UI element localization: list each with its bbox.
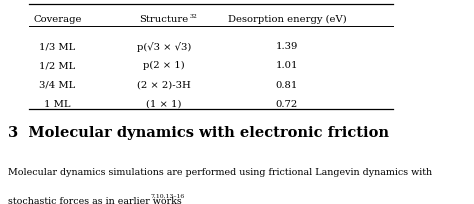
Text: (2 × 2)-3H: (2 × 2)-3H bbox=[137, 81, 191, 90]
Text: 1 ML: 1 ML bbox=[44, 100, 71, 109]
Text: Desorption energy (eV): Desorption energy (eV) bbox=[228, 15, 346, 24]
Text: 1/2 ML: 1/2 ML bbox=[39, 61, 75, 70]
Text: p(√3 × √3): p(√3 × √3) bbox=[137, 42, 191, 52]
Text: 32: 32 bbox=[190, 14, 198, 19]
Text: (1 × 1): (1 × 1) bbox=[146, 100, 182, 109]
Text: 3  Molecular dynamics with electronic friction: 3 Molecular dynamics with electronic fri… bbox=[8, 126, 389, 140]
Text: stochastic forces as in earlier works: stochastic forces as in earlier works bbox=[8, 197, 182, 204]
Text: Structure: Structure bbox=[139, 15, 189, 24]
Text: 3/4 ML: 3/4 ML bbox=[39, 81, 75, 90]
Text: p(2 × 1): p(2 × 1) bbox=[143, 61, 185, 70]
Text: 0.81: 0.81 bbox=[276, 81, 298, 90]
Text: 7,10,13–16: 7,10,13–16 bbox=[151, 194, 185, 199]
Text: 1.39: 1.39 bbox=[276, 42, 298, 51]
Text: Molecular dynamics simulations are performed using frictional Langevin dynamics : Molecular dynamics simulations are perfo… bbox=[8, 168, 432, 177]
Text: 0.72: 0.72 bbox=[276, 100, 298, 109]
Text: 1/3 ML: 1/3 ML bbox=[39, 42, 75, 51]
Text: Coverage: Coverage bbox=[33, 15, 82, 24]
Text: 1.01: 1.01 bbox=[276, 61, 298, 70]
